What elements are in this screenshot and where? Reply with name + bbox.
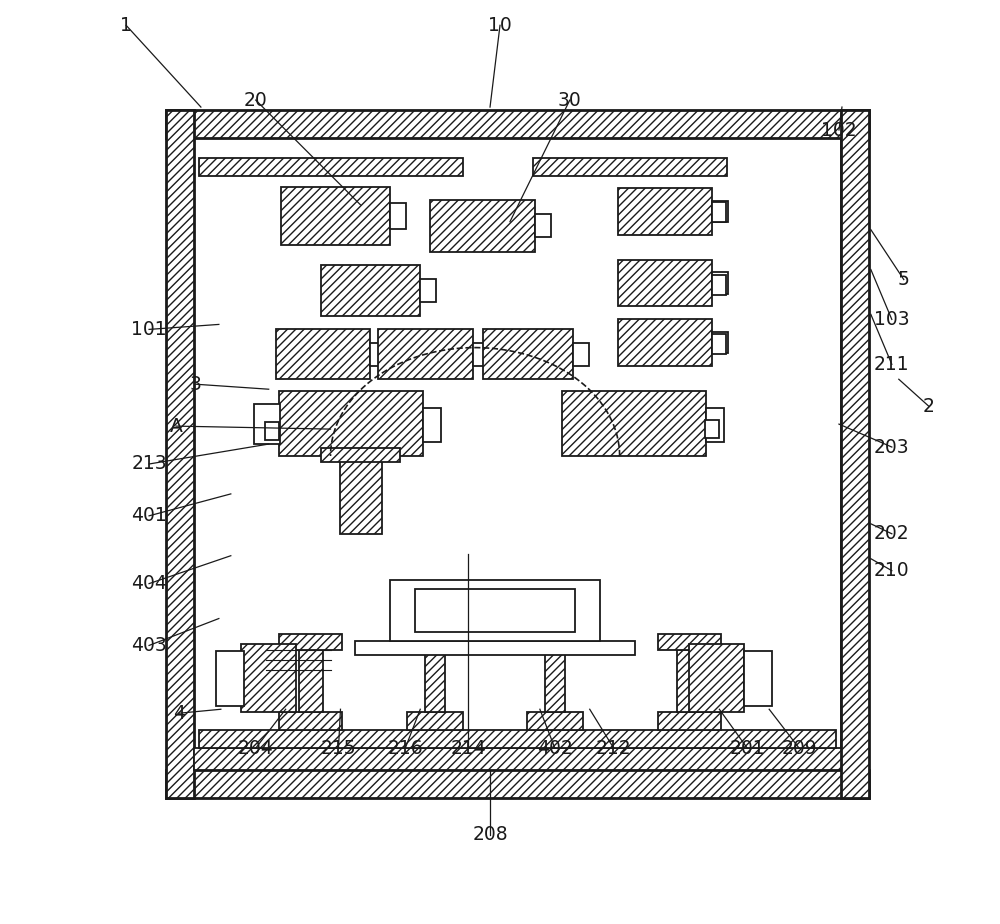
Bar [279, 712, 342, 730]
Bar [279, 635, 342, 650]
Bar [706, 408, 724, 442]
Text: 102: 102 [821, 120, 857, 140]
Bar [705, 420, 719, 438]
Bar [712, 273, 728, 294]
Text: 3: 3 [190, 375, 202, 394]
Bar [241, 644, 296, 712]
Text: 404: 404 [131, 574, 167, 593]
Bar [430, 200, 535, 251]
Bar [390, 579, 600, 641]
Bar [199, 730, 836, 748]
Bar [299, 650, 323, 712]
Text: 216: 216 [387, 738, 423, 758]
Bar [355, 641, 635, 655]
Bar [254, 404, 280, 444]
Text: 401: 401 [131, 506, 167, 526]
Bar [658, 635, 721, 650]
Bar [420, 279, 436, 302]
Bar [712, 333, 728, 353]
Text: 402: 402 [537, 738, 573, 758]
Text: 5: 5 [898, 270, 910, 289]
Text: 204: 204 [238, 738, 274, 758]
Bar [194, 138, 841, 770]
Bar [712, 334, 726, 354]
Text: 213: 213 [131, 455, 167, 473]
Text: 1: 1 [120, 16, 132, 35]
Text: 212: 212 [596, 738, 631, 758]
Bar [423, 408, 441, 442]
Bar [712, 201, 728, 222]
Text: A: A [170, 417, 182, 435]
Text: 201: 201 [729, 738, 765, 758]
Text: 209: 209 [781, 738, 817, 758]
Bar [166, 110, 869, 138]
Bar [265, 422, 279, 440]
Bar [276, 329, 370, 379]
Bar [166, 770, 869, 798]
Bar [533, 158, 727, 176]
Bar [535, 214, 551, 237]
Bar [573, 343, 589, 366]
Bar [370, 343, 386, 366]
Bar [415, 589, 575, 633]
Bar [689, 644, 744, 712]
Bar [527, 635, 583, 650]
Bar [279, 391, 423, 456]
Bar [677, 650, 701, 712]
Bar [562, 391, 706, 456]
Bar [473, 343, 489, 366]
Bar [281, 187, 390, 245]
Bar [194, 748, 841, 770]
Text: 10: 10 [488, 16, 512, 35]
Bar [658, 712, 721, 730]
Bar [340, 454, 382, 534]
Bar [545, 650, 565, 712]
Text: 211: 211 [874, 355, 910, 374]
Bar [841, 110, 869, 798]
Text: 215: 215 [321, 738, 356, 758]
Bar [166, 110, 194, 798]
Text: 214: 214 [450, 738, 486, 758]
Text: 202: 202 [874, 524, 910, 543]
Bar [483, 329, 573, 379]
Bar [321, 448, 400, 462]
Bar [321, 264, 420, 316]
Text: 403: 403 [131, 636, 167, 655]
Bar [618, 188, 712, 235]
Text: 103: 103 [874, 310, 910, 329]
Bar [744, 651, 772, 706]
Bar [199, 158, 463, 176]
Text: 208: 208 [472, 825, 508, 845]
Bar [390, 202, 406, 229]
Text: 30: 30 [558, 91, 582, 110]
Text: 2: 2 [923, 396, 935, 416]
Text: 210: 210 [874, 561, 910, 580]
Bar [712, 201, 726, 222]
Text: 4: 4 [173, 704, 185, 723]
Bar [407, 712, 463, 730]
Bar [618, 320, 712, 366]
Bar [216, 651, 244, 706]
Bar [378, 329, 473, 379]
Text: 20: 20 [244, 91, 268, 110]
Text: 101: 101 [131, 320, 167, 339]
Bar [712, 274, 726, 295]
Bar [407, 635, 463, 650]
Bar [618, 260, 712, 307]
Bar [425, 650, 445, 712]
Text: 203: 203 [874, 438, 910, 456]
Bar [527, 712, 583, 730]
